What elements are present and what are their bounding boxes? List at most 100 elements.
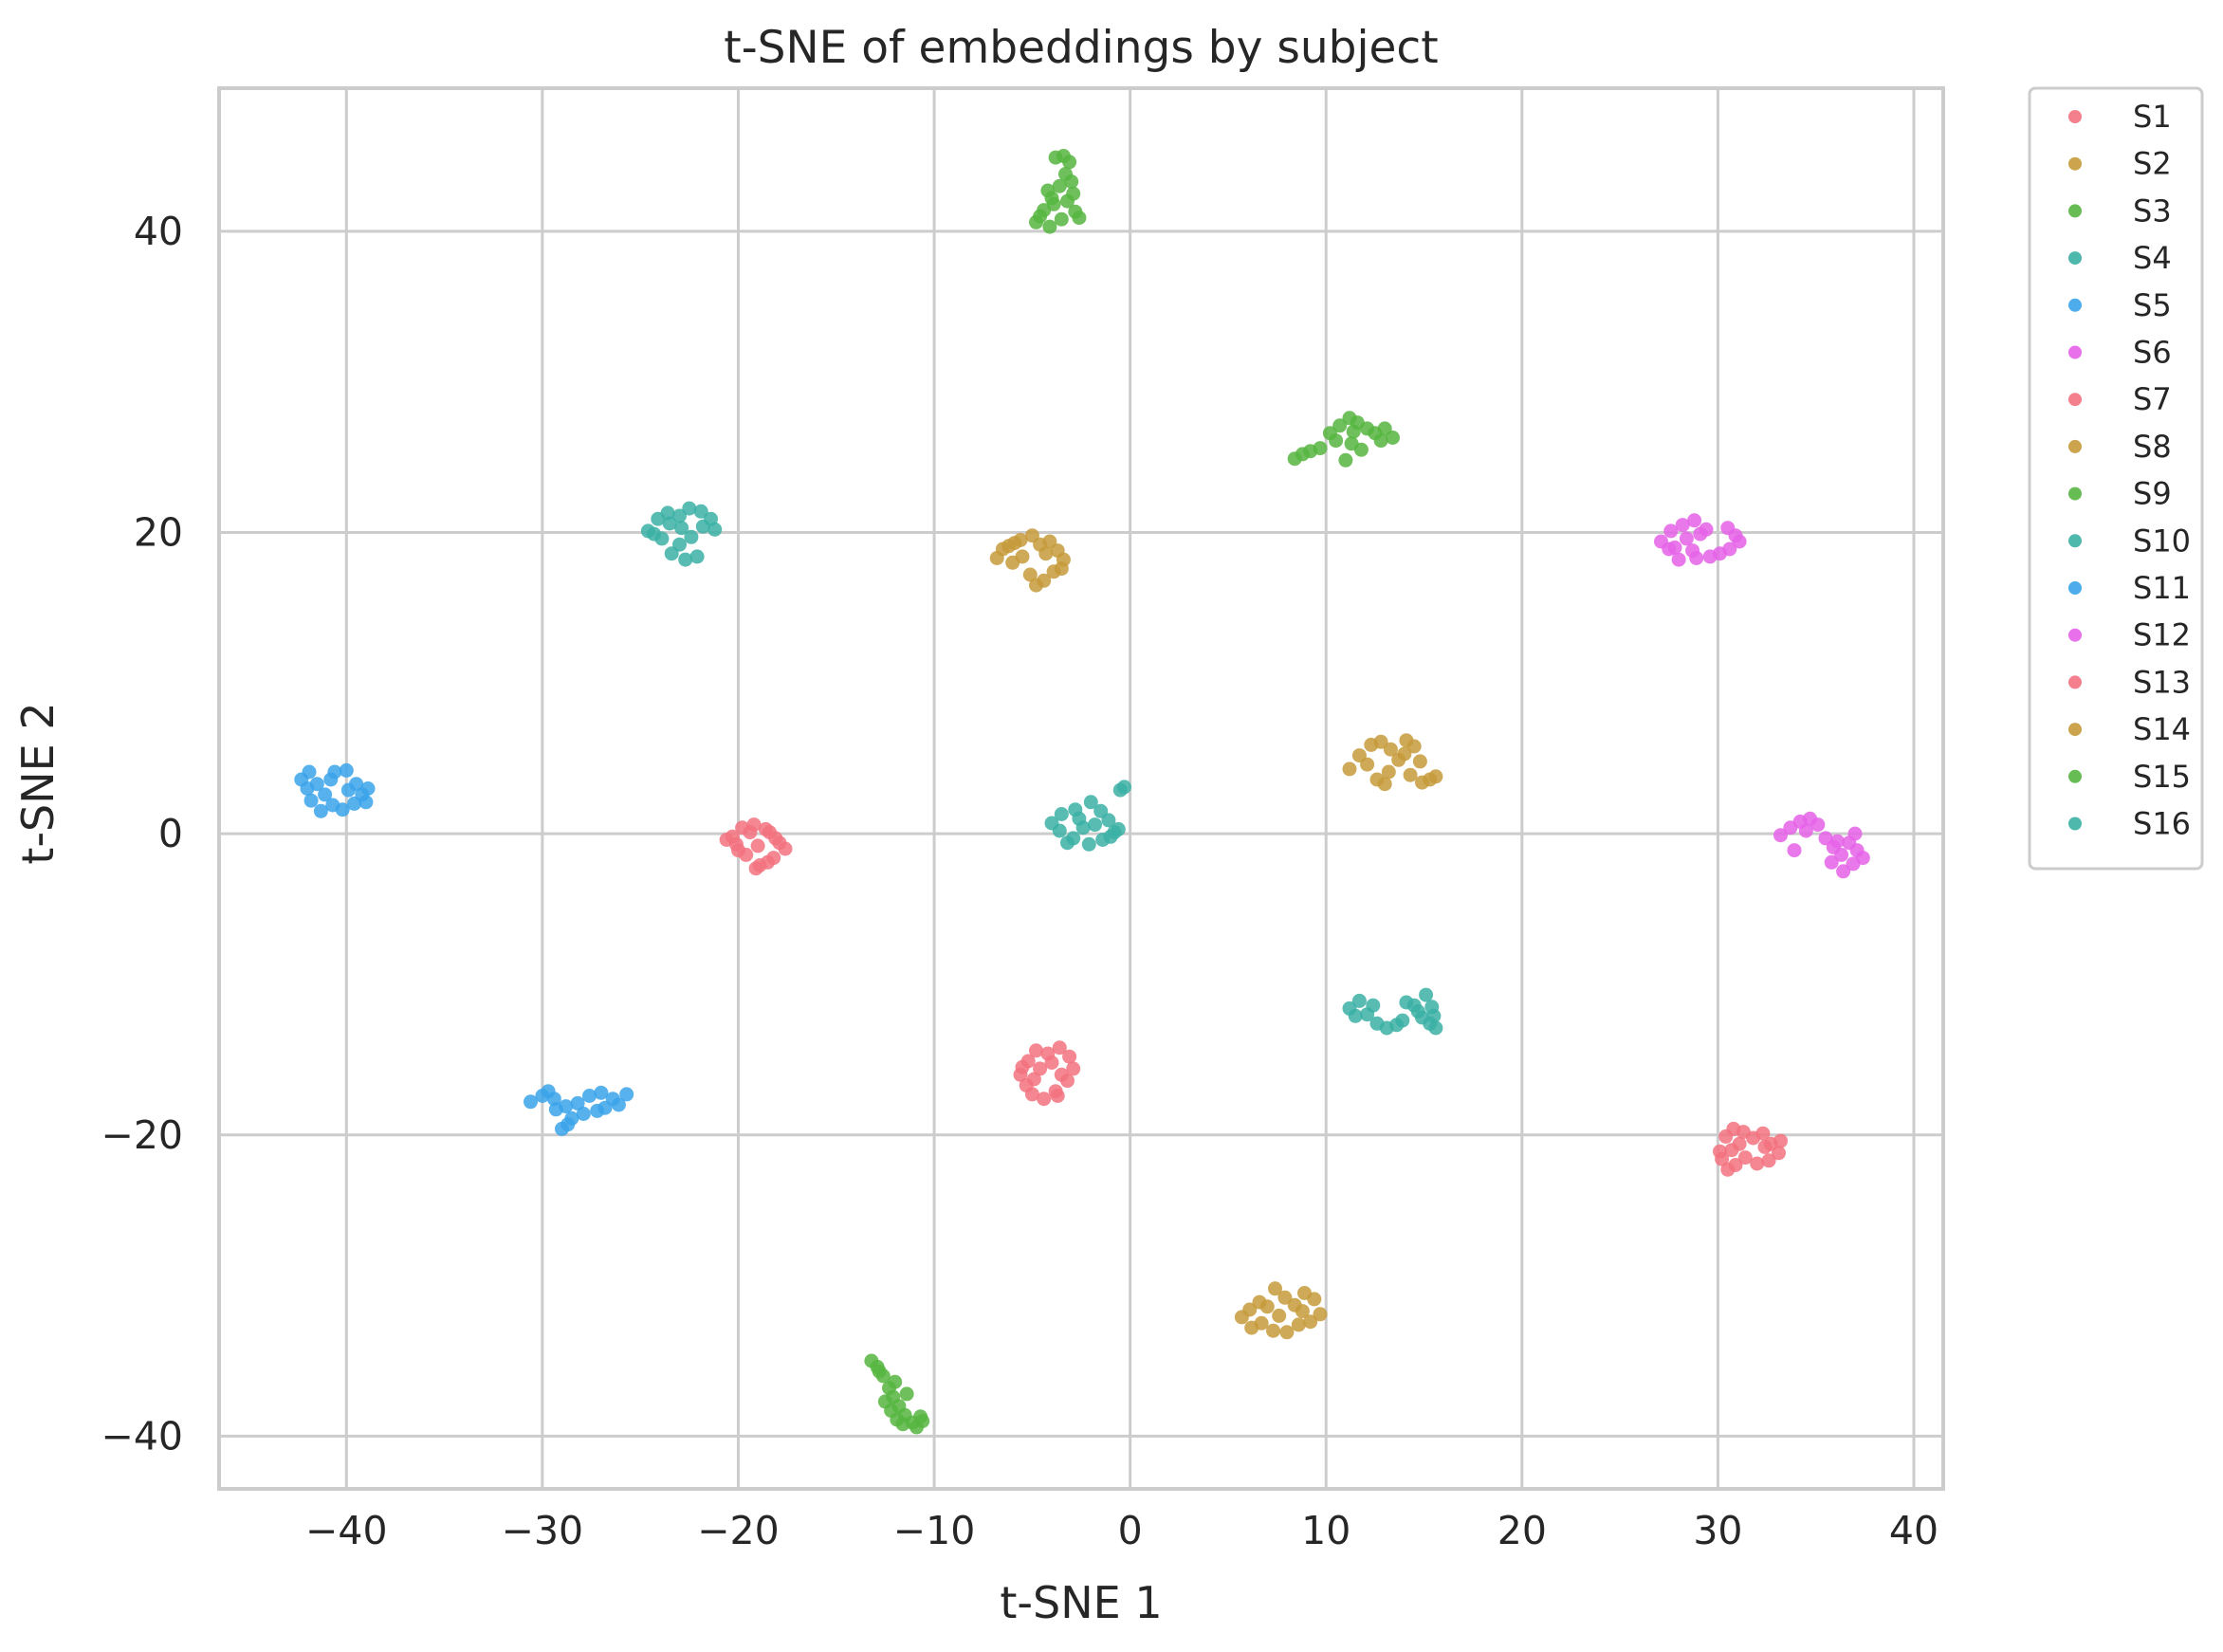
data-point	[1373, 734, 1388, 749]
data-point	[1428, 1020, 1443, 1036]
data-point	[541, 1084, 556, 1099]
data-point	[1679, 531, 1694, 546]
legend-marker	[2068, 345, 2082, 359]
series-s13	[1713, 1121, 1788, 1177]
series-s15	[864, 1353, 930, 1435]
data-point	[662, 516, 677, 531]
data-point	[1062, 1049, 1077, 1064]
data-point	[548, 1102, 563, 1117]
data-point	[570, 1095, 585, 1111]
chart-title: t-SNE of embeddings by subject	[724, 22, 1438, 74]
legend-item-s3: S3	[2068, 193, 2172, 229]
data-point	[1101, 813, 1116, 828]
legend-item-s14: S14	[2068, 711, 2191, 747]
legend-marker	[2068, 204, 2082, 218]
data-point	[1064, 174, 1079, 189]
data-point	[594, 1085, 609, 1100]
data-point	[1787, 843, 1802, 858]
legend-items: S1 S2 S3 S4 S5 S6 S7 S8 S9 S10 S11 S12 S13 S14 S15 S16	[2068, 99, 2191, 842]
data-point	[674, 521, 689, 536]
legend-label: S1	[2133, 99, 2172, 135]
scatter-points	[294, 149, 1870, 1435]
legend-label: S2	[2133, 146, 2172, 182]
series-s2	[989, 528, 1071, 593]
data-point	[682, 501, 697, 516]
data-point	[1360, 757, 1375, 772]
data-point	[1386, 431, 1400, 445]
series-s4	[1044, 780, 1131, 852]
series-s5	[294, 762, 376, 818]
legend-marker	[2068, 393, 2082, 407]
data-point	[1072, 211, 1087, 226]
data-point	[1056, 149, 1071, 163]
legend-frame	[2028, 86, 2204, 871]
data-point	[750, 838, 765, 854]
legend-label: S4	[2133, 240, 2172, 276]
data-point	[576, 1107, 591, 1121]
data-point	[1671, 552, 1686, 567]
data-point	[1259, 1299, 1275, 1314]
data-point	[678, 552, 693, 567]
data-point	[707, 522, 723, 537]
data-point	[1773, 828, 1788, 843]
data-point	[1397, 746, 1412, 762]
data-point	[1377, 777, 1392, 792]
data-point	[582, 1089, 597, 1103]
legend-label: S15	[2133, 759, 2191, 795]
legend-label: S16	[2133, 806, 2191, 842]
data-point	[1029, 1043, 1043, 1058]
legend-label: S11	[2133, 570, 2191, 606]
data-point	[660, 505, 675, 521]
data-point	[360, 781, 376, 796]
data-point	[995, 541, 1010, 557]
legend-marker	[2068, 156, 2082, 171]
data-point	[888, 1374, 903, 1389]
data-point	[302, 764, 317, 780]
data-point	[1412, 754, 1427, 769]
data-point	[1117, 780, 1131, 795]
data-point	[731, 843, 745, 858]
series-s6	[1654, 513, 1747, 567]
data-point	[1033, 209, 1048, 224]
legend-item-s13: S13	[2068, 664, 2191, 700]
data-point	[719, 833, 734, 847]
legend-marker	[2068, 723, 2082, 737]
data-point	[313, 803, 328, 818]
x-tick-label: 10	[1301, 1508, 1350, 1553]
data-point	[300, 781, 315, 796]
data-point	[1329, 433, 1344, 449]
data-point	[1761, 1153, 1776, 1168]
data-point	[1022, 567, 1038, 582]
data-point	[1272, 1308, 1287, 1323]
series-s16	[1342, 987, 1443, 1036]
data-point	[524, 1094, 538, 1110]
data-point	[1757, 1140, 1773, 1154]
data-point	[1342, 762, 1357, 777]
data-point	[1373, 433, 1388, 449]
y-tick-label: −40	[101, 1413, 183, 1459]
legend-marker	[2068, 486, 2082, 501]
data-point	[1846, 856, 1861, 872]
data-point	[1667, 540, 1682, 555]
plot-frame	[217, 86, 1945, 1491]
legend-item-s1: S1	[2068, 99, 2172, 135]
y-tick-label: 0	[158, 811, 183, 856]
data-point	[695, 519, 710, 534]
series-s11	[524, 1084, 634, 1136]
data-point	[1353, 442, 1369, 457]
data-point	[915, 1414, 930, 1428]
data-point	[1426, 1008, 1442, 1023]
x-tick-label: 30	[1693, 1508, 1742, 1553]
data-point	[1824, 854, 1839, 870]
data-point	[1044, 816, 1059, 831]
data-point	[1755, 1126, 1771, 1141]
legend-item-s10: S10	[2068, 523, 2191, 559]
y-axis-label: t-SNE 2	[12, 702, 64, 864]
data-point	[339, 762, 354, 778]
data-point	[1266, 1323, 1280, 1338]
data-point	[1072, 811, 1087, 826]
legend-item-s8: S8	[2068, 429, 2172, 465]
data-point	[1750, 1156, 1765, 1171]
data-point	[1052, 1040, 1067, 1055]
